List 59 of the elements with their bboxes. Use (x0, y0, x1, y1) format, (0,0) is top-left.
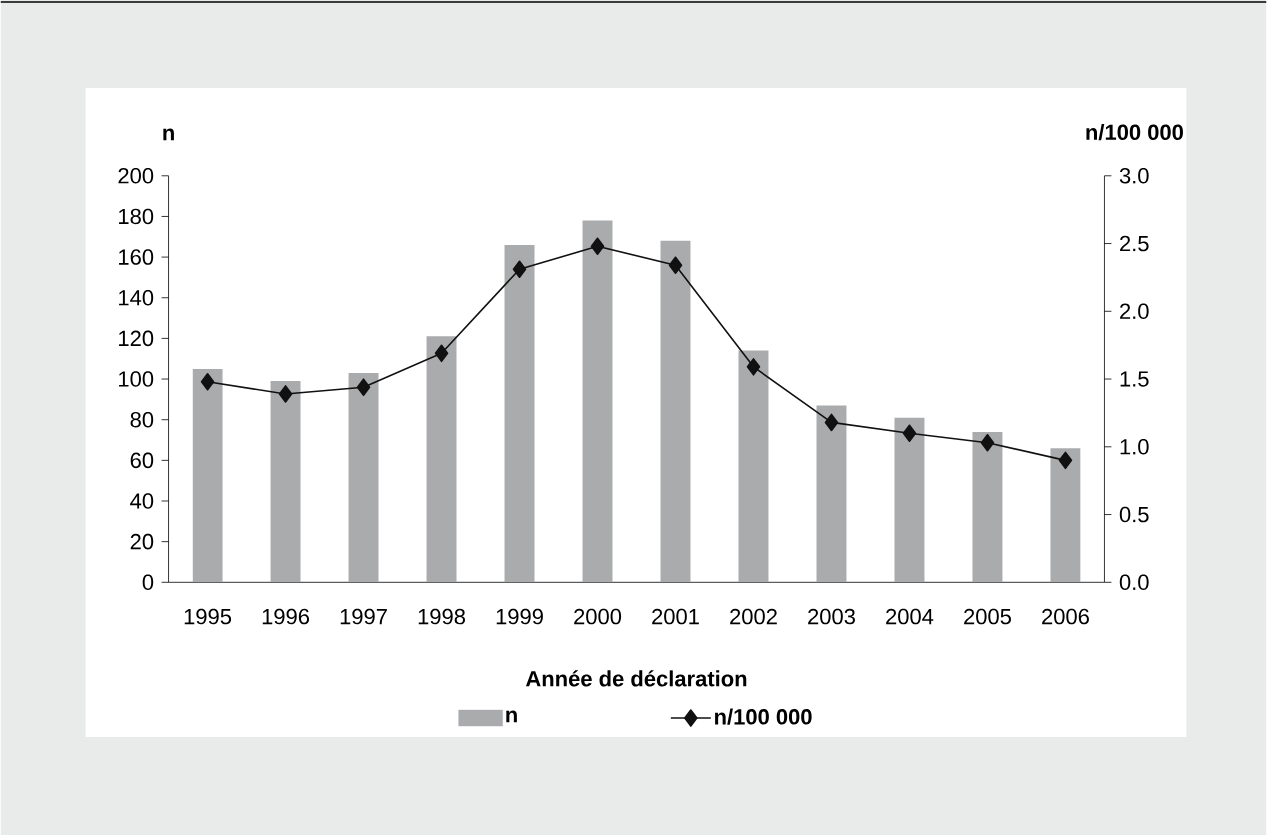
y-tick-label: 100 (119, 371, 154, 387)
y2-axis-title: n/100 000 (1086, 123, 1183, 141)
y-tick-label: 160 (119, 249, 154, 265)
x-tick-label: 1997 (340, 608, 387, 625)
bar (192, 368, 223, 583)
point (278, 385, 293, 403)
point (200, 372, 215, 391)
x-tick-label: 2001 (652, 608, 699, 625)
point (902, 424, 917, 443)
x-tick-label: 1999 (496, 608, 543, 625)
y2-tick-label: 1.5 (1120, 371, 1149, 387)
bar (504, 244, 535, 583)
x-axis-title: Année de déclaration (525, 670, 747, 687)
y-tick-label: 140 (119, 289, 154, 306)
point (590, 237, 605, 256)
y-tick-label: 40 (130, 493, 154, 509)
y-tick-label: 60 (130, 452, 154, 469)
point (668, 256, 683, 275)
y2-tick-label: 3.0 (1119, 168, 1149, 184)
point (512, 260, 527, 279)
x-tick-label: 2003 (808, 608, 855, 625)
y-tick-label: 200 (118, 168, 154, 184)
bar (582, 220, 613, 583)
y-tick-label: 120 (119, 330, 154, 347)
x-tick-label: 2006 (1042, 608, 1089, 625)
x-tick-label: 1998 (418, 608, 465, 625)
bar (348, 372, 379, 583)
bar (1050, 448, 1081, 583)
bar (426, 336, 457, 583)
point (824, 413, 839, 432)
y-tick-label: 180 (119, 208, 154, 225)
y2-tick-label: 2.0 (1120, 303, 1149, 320)
x-tick-label: 2005 (964, 608, 1011, 625)
y-axis-title: n (163, 128, 174, 141)
y2-tick-label: 0.5 (1119, 506, 1149, 523)
legend-label: n (506, 710, 517, 723)
x-tick-label: 1995 (184, 608, 232, 625)
bar (894, 417, 925, 583)
x-tick-label: 1996 (262, 608, 310, 625)
legend-label: n/100 000 (715, 708, 812, 725)
y-tick-label: 20 (130, 533, 154, 550)
y2-tick-label: 2.5 (1120, 235, 1149, 252)
y-tick-label: 80 (130, 411, 154, 428)
y2-tick-label: 1.0 (1120, 439, 1149, 455)
point (746, 358, 761, 376)
point (980, 433, 995, 452)
point (434, 344, 449, 363)
bar (660, 240, 691, 583)
x-tick-label: 2000 (574, 608, 622, 625)
point (1058, 451, 1073, 470)
bar (816, 405, 847, 583)
bar (972, 431, 1003, 583)
point (356, 378, 371, 396)
x-tick-label: 2004 (886, 608, 934, 625)
bar (738, 350, 769, 583)
x-tick-label: 2002 (730, 608, 777, 625)
y-tick-label: 0 (142, 574, 154, 591)
y2-tick-label: 0.0 (1119, 574, 1149, 591)
bar (270, 381, 301, 583)
